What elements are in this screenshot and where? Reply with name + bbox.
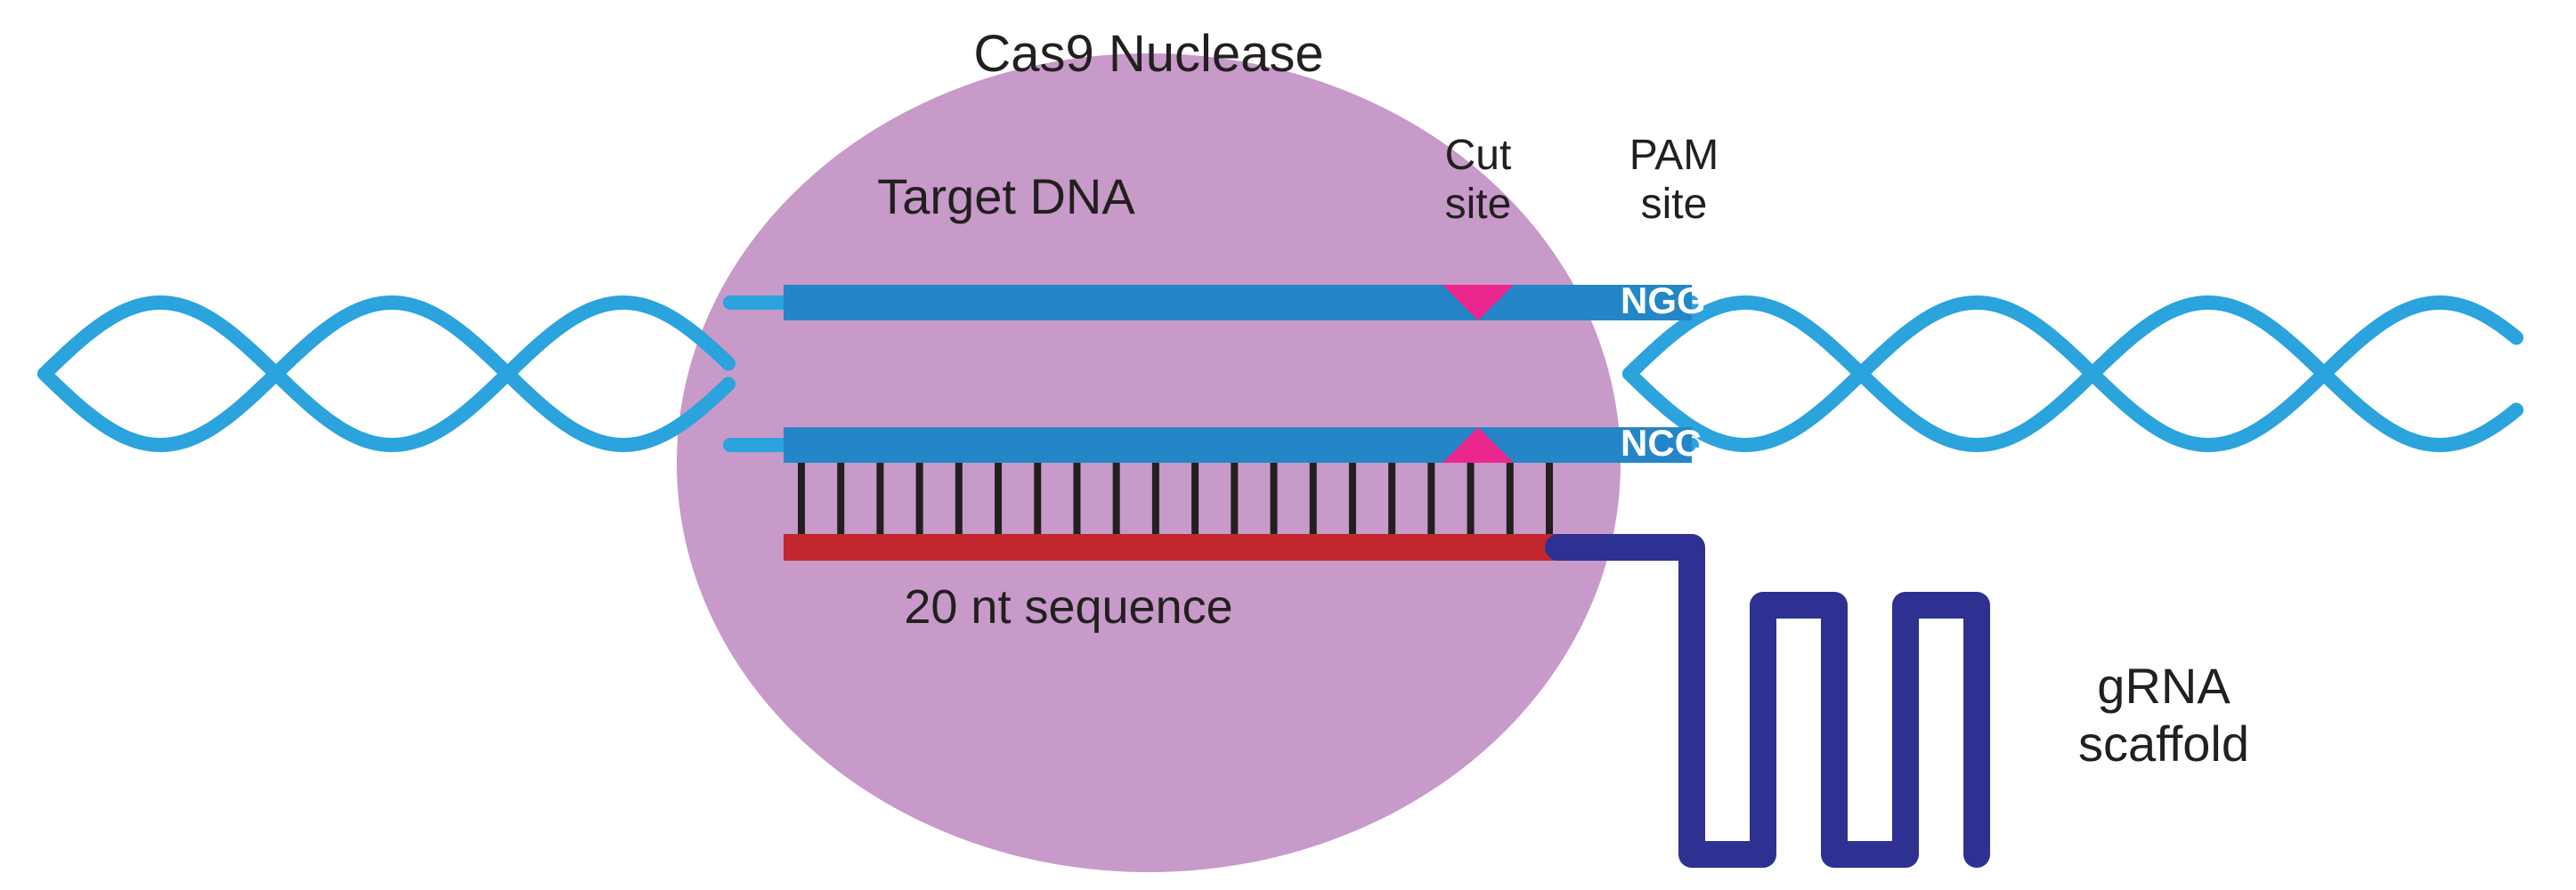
label-cas9: Cas9 Nuclease <box>973 25 1323 83</box>
guide-sequence-bar <box>784 534 1558 561</box>
label-scaffold_1: gRNA <box>2097 658 2231 714</box>
label-cut_site_2: site <box>1445 181 1512 228</box>
label-ncc: NCC <box>1621 422 1702 464</box>
label-guide: 20 nt sequence <box>904 580 1232 634</box>
label-scaffold_2: scaffold <box>2078 716 2249 772</box>
target-dna-bottom <box>784 427 1692 463</box>
dna-strand-left-a <box>45 303 728 445</box>
label-pam_site_1: PAM <box>1629 132 1719 179</box>
crispr-cas9-diagram: Cas9 NucleaseTarget DNACutsitePAMsite20 … <box>0 0 2576 890</box>
label-ngg: NGG <box>1621 279 1706 321</box>
target-dna-top <box>784 285 1692 320</box>
label-target_dna: Target DNA <box>877 168 1135 224</box>
label-pam_site_2: site <box>1641 181 1708 228</box>
label-cut_site_1: Cut <box>1445 132 1512 179</box>
grna-scaffold <box>1558 547 1977 854</box>
dna-strand-left-b <box>45 303 728 445</box>
